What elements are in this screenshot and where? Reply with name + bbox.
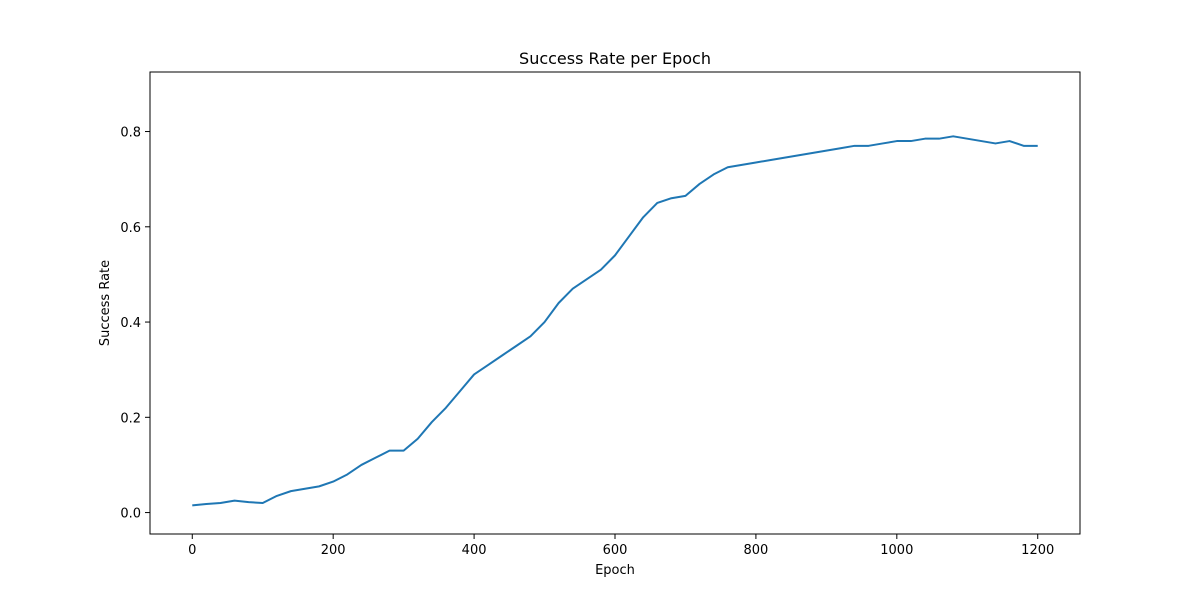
y-tick-label: 0.2 [120, 411, 141, 426]
chart-title: Success Rate per Epoch [519, 49, 711, 68]
x-tick-label: 1200 [1021, 543, 1054, 558]
y-tick-label: 0.6 [120, 221, 141, 236]
plot-area [192, 135, 1038, 507]
axes-frame [149, 71, 1081, 535]
y-axis: 0.0 0.2 0.4 0.6 0.8 [120, 126, 150, 522]
x-tick-label: 0 [188, 543, 196, 558]
x-tick-label: 600 [603, 543, 628, 558]
x-tick-label: 400 [462, 543, 487, 558]
y-tick-label: 0.0 [120, 507, 141, 522]
x-tick-label: 1000 [880, 543, 913, 558]
y-axis-label: Success Rate [98, 260, 113, 346]
x-tick-label: 200 [321, 543, 346, 558]
y-tick-label: 0.8 [120, 126, 141, 141]
x-axis: 0 200 400 600 800 1000 1200 [188, 534, 1054, 558]
series-line-0 [192, 135, 1038, 507]
x-tick-label: 800 [743, 543, 768, 558]
x-axis-label: Epoch [595, 563, 635, 578]
y-tick-label: 0.4 [120, 316, 141, 331]
